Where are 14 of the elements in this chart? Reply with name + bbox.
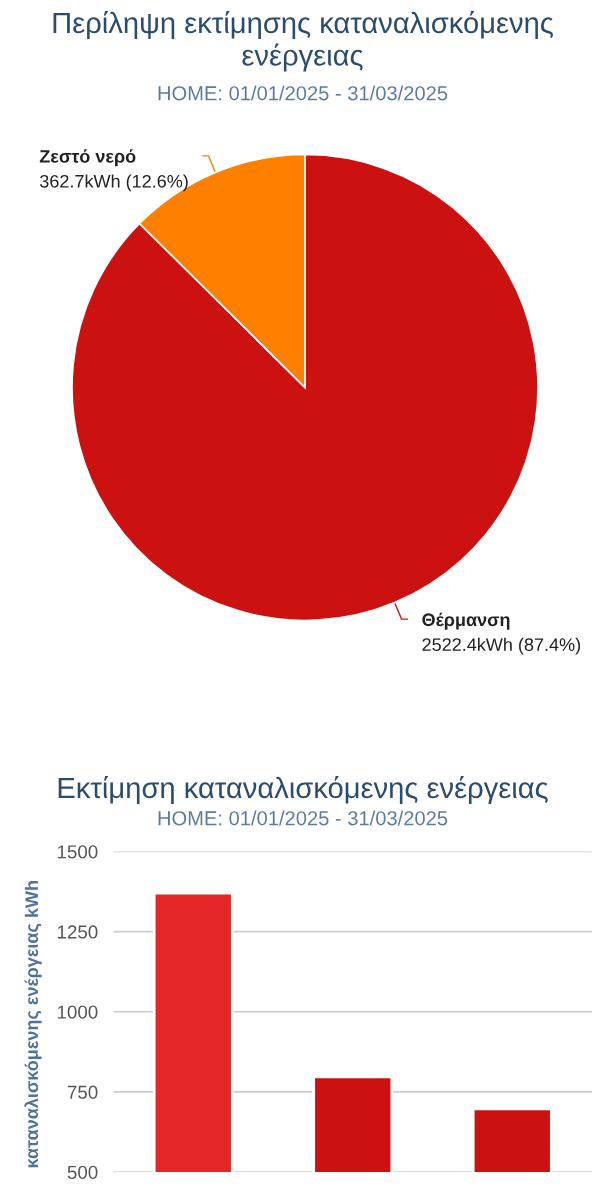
chart-title: Περίληψη εκτίμησης καταναλισκόμενης ενέργειας <box>53 11 553 72</box>
data-label: 2522.4kWh (87.4%) <box>422 637 581 655</box>
slice-label: Θέρμανση <box>422 612 510 630</box>
y-axis-title: καταναλισκόμενης ενέργειας kWh <box>24 881 42 1168</box>
y-tick-label: 1250 <box>57 925 98 939</box>
slice-label: Ζεστό νερό <box>39 149 136 167</box>
y-tick-label: 500 <box>67 1165 98 1179</box>
chart-subtitle: HOME: 01/01/2025 - 31/03/2025 <box>158 810 448 826</box>
y-tick-label: 750 <box>67 1085 98 1099</box>
y-tick-label: 1000 <box>57 1005 98 1019</box>
chart-subtitle: HOME: 01/01/2025 - 31/03/2025 <box>158 85 448 101</box>
y-tick-label: 1500 <box>57 845 98 859</box>
data-label: 362.7kWh (12.6%) <box>39 174 188 192</box>
chart-title: Εκτίμηση καταναλισκόμενης ενέργειας <box>58 776 548 805</box>
